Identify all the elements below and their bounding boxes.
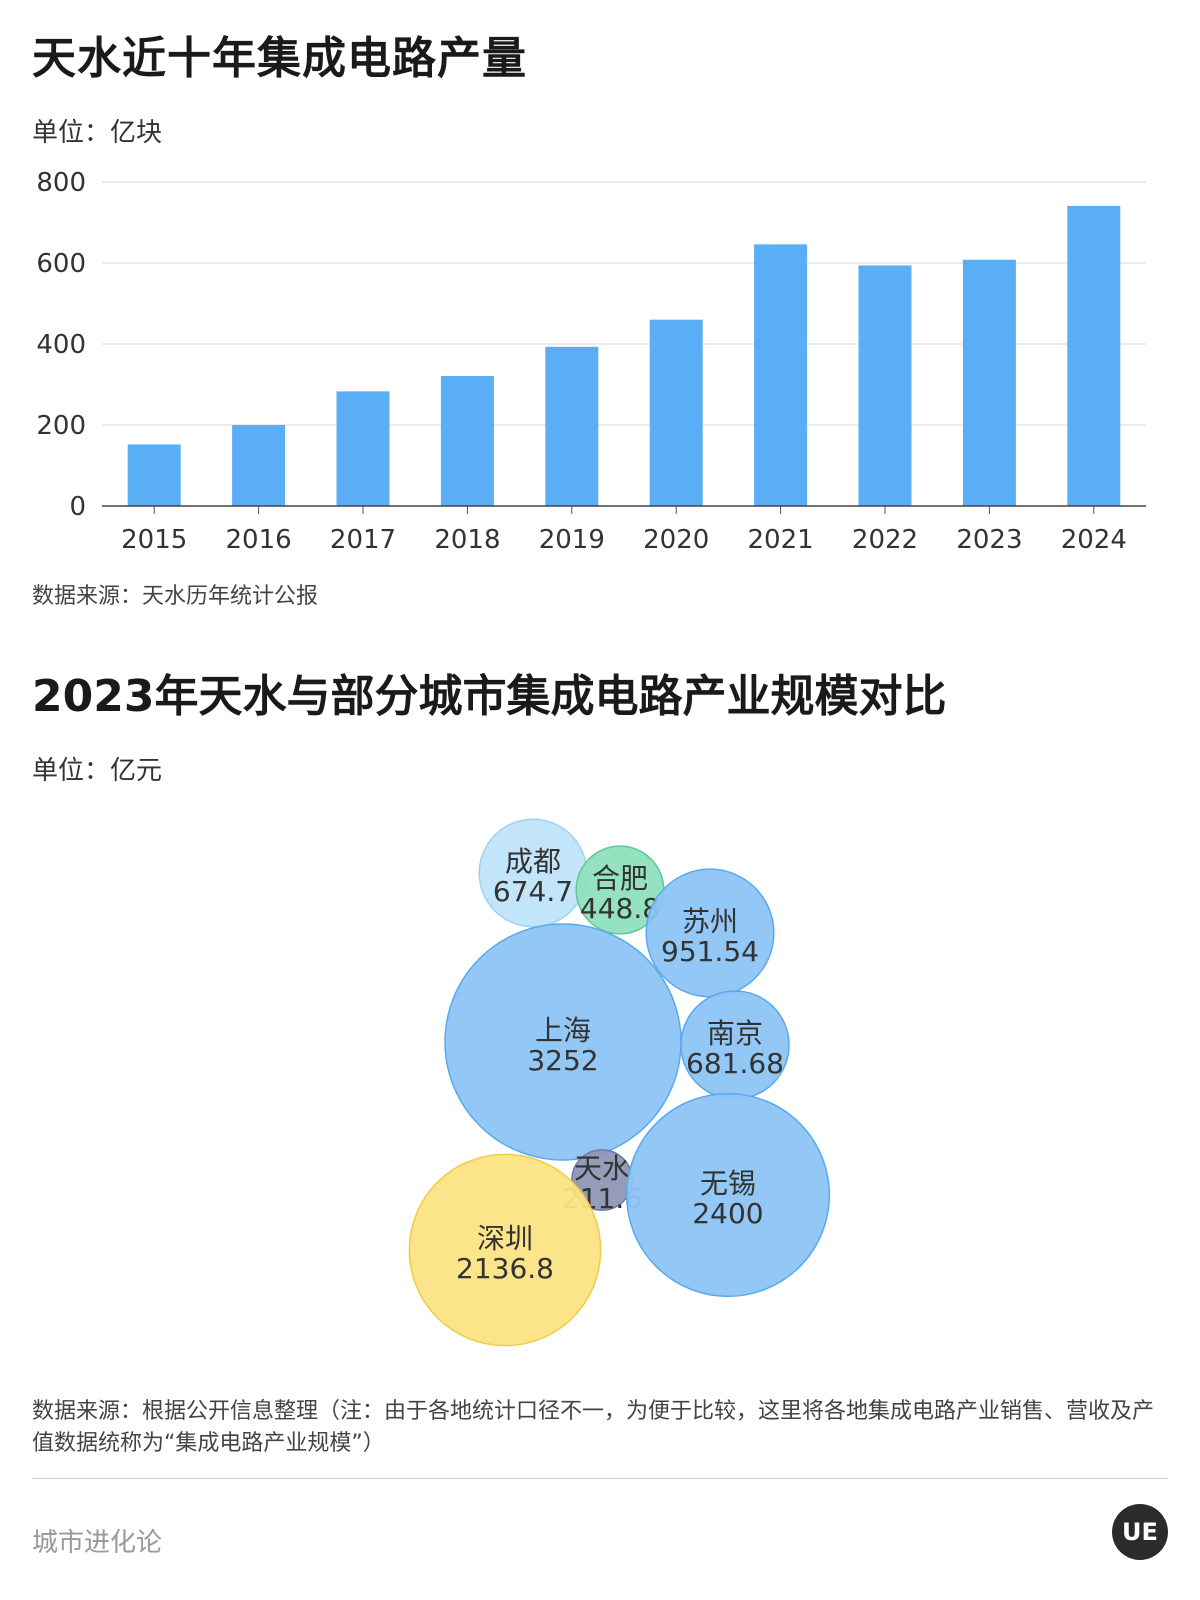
bar-chart: 0 200 400 600 800 2015 2016 2017 2018 2019 2020 202… bbox=[36, 168, 1146, 555]
bubble bbox=[625, 1092, 831, 1298]
chart2-title: 2023年天水与部分城市集成电路产业规模对比 bbox=[32, 671, 947, 722]
bubble-city-label: 合肥 bbox=[592, 862, 648, 895]
chart1-source: 数据来源：天水历年统计公报 bbox=[32, 584, 319, 609]
brand-name: 城市进化论 bbox=[32, 1528, 163, 1558]
bar bbox=[754, 244, 808, 506]
bar bbox=[545, 346, 599, 506]
bubble-city-label: 成都 bbox=[505, 845, 561, 878]
bubble-city-label: 南京 bbox=[707, 1017, 763, 1050]
brand-logo: UE bbox=[1112, 1504, 1168, 1560]
y-tick-label: 400 bbox=[36, 330, 86, 360]
bubble-value-label: 951.54 bbox=[661, 935, 759, 968]
y-tick-label: 800 bbox=[36, 168, 86, 198]
bubble-value-label: 674.7 bbox=[493, 875, 573, 908]
x-tick-label: 2015 bbox=[121, 525, 187, 555]
bubble-city-label: 上海 bbox=[535, 1014, 591, 1047]
bubble-city-label: 苏州 bbox=[682, 905, 738, 938]
x-tick-label: 2020 bbox=[643, 525, 709, 555]
chart2-unit-label: 单位：亿元 bbox=[32, 756, 163, 786]
bar bbox=[127, 444, 181, 506]
bubble-value-label: 2400 bbox=[692, 1197, 763, 1230]
bubble-value-label: 2136.8 bbox=[456, 1252, 554, 1285]
bubble-city-label: 天水 bbox=[574, 1152, 630, 1185]
bubble-value-label: 448.8 bbox=[580, 892, 660, 925]
x-tick-label: 2018 bbox=[434, 525, 500, 555]
bubble-value-label: 681.68 bbox=[686, 1047, 784, 1080]
x-tick-label: 2023 bbox=[956, 525, 1022, 555]
x-tick-label: 2022 bbox=[852, 525, 918, 555]
chart1-unit-label: 单位：亿块 bbox=[32, 118, 163, 148]
bubble bbox=[408, 1153, 602, 1347]
x-tick-label: 2021 bbox=[748, 525, 814, 555]
bar bbox=[962, 259, 1016, 506]
footer-divider bbox=[32, 1478, 1168, 1479]
bubble-city-label: 深圳 bbox=[477, 1222, 533, 1255]
chart2-source: 数据来源：根据公开信息整理（注：由于各地统计口径不一，为便于比较，这里将各地集成… bbox=[32, 1399, 1155, 1456]
x-tick-label: 2024 bbox=[1061, 525, 1127, 555]
bubble-city-label: 无锡 bbox=[700, 1167, 756, 1200]
bar bbox=[858, 265, 912, 506]
bar bbox=[440, 375, 494, 506]
y-tick-label: 600 bbox=[36, 249, 86, 279]
bubble-value-label: 3252 bbox=[527, 1044, 598, 1077]
y-tick-label: 200 bbox=[36, 411, 86, 441]
bar bbox=[336, 391, 390, 506]
chart1-title: 天水近十年集成电路产量 bbox=[32, 33, 527, 84]
x-tick-label: 2019 bbox=[539, 525, 605, 555]
bar bbox=[232, 425, 286, 506]
y-tick-label: 0 bbox=[69, 492, 86, 522]
x-tick-label: 2016 bbox=[226, 525, 292, 555]
x-tick-label: 2017 bbox=[330, 525, 396, 555]
bar bbox=[1067, 205, 1121, 506]
bar bbox=[649, 319, 703, 506]
